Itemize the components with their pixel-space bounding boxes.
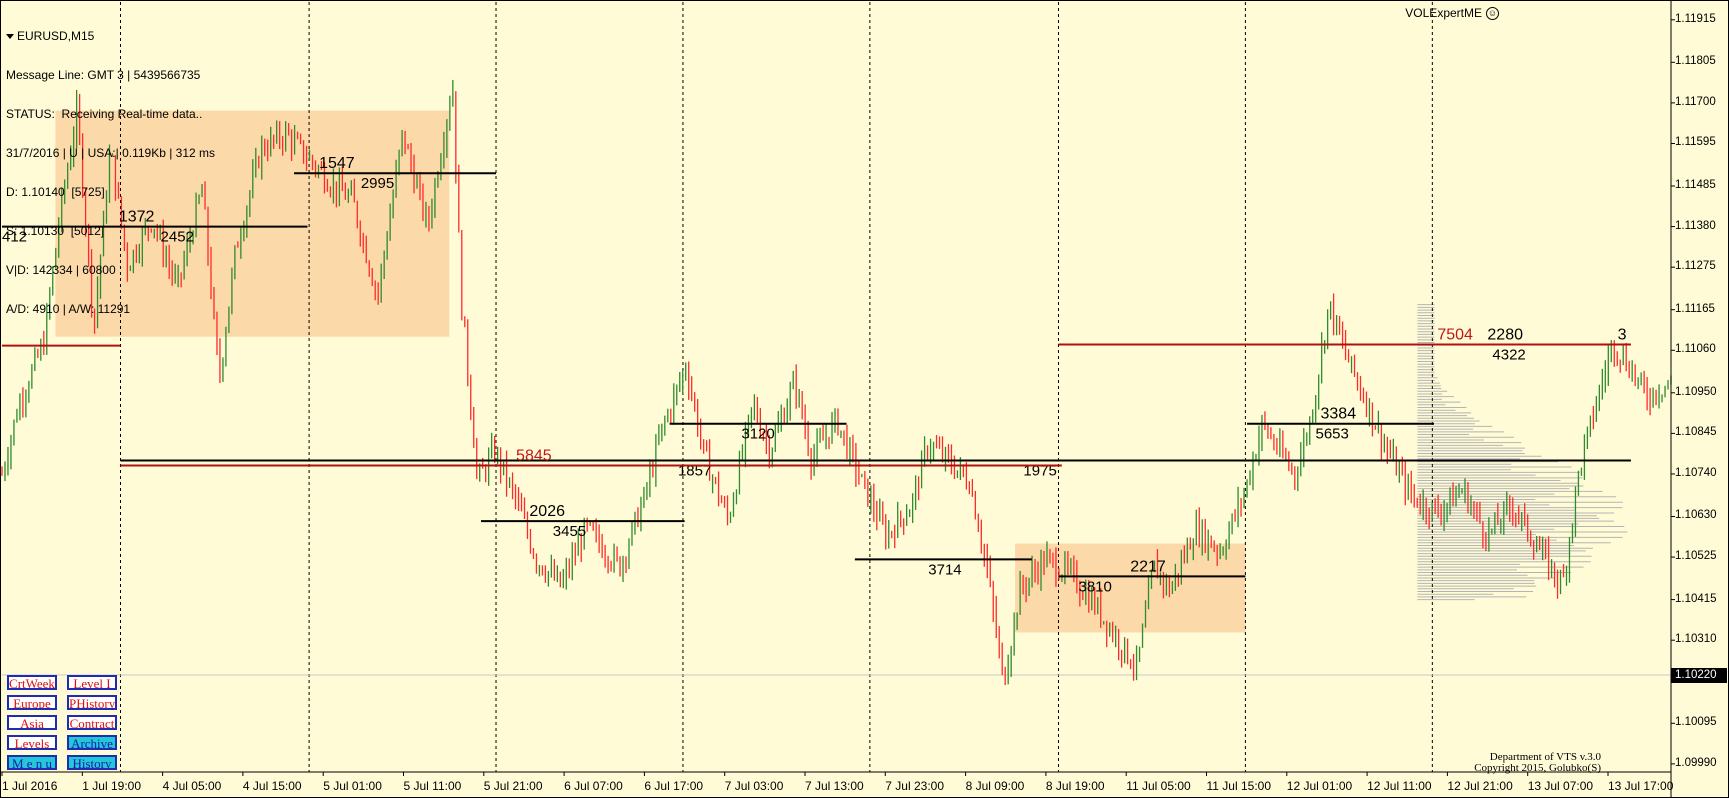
level-label: 2995 bbox=[361, 175, 394, 192]
x-tick-label: 8 Jul 19:00 bbox=[1045, 779, 1105, 793]
y-tick-label: 1.11805 bbox=[1675, 55, 1716, 68]
info-line-message: Message Line: GMT 3 | 5439566735 bbox=[6, 68, 201, 82]
levels-button[interactable]: Levels bbox=[7, 735, 57, 750]
x-tick-label: 11 Jul 05:00 bbox=[1126, 779, 1191, 793]
x-tick-label: 4 Jul 05:00 bbox=[162, 779, 222, 793]
level-label: 3120 bbox=[741, 426, 774, 443]
y-tick-label: 1.11485 bbox=[1675, 178, 1716, 191]
x-tick-label: 6 Jul 17:00 bbox=[644, 779, 704, 793]
smiley-icon: ☺ bbox=[1486, 7, 1499, 21]
y-tick-label: 1.11700 bbox=[1675, 95, 1716, 108]
x-tick-label: 12 Jul 01:00 bbox=[1286, 779, 1353, 793]
x-tick-label: 12 Jul 11:00 bbox=[1367, 779, 1432, 793]
level-label: 1372 bbox=[119, 209, 155, 226]
y-tick-label: 1.10950 bbox=[1675, 385, 1717, 398]
current-price-marker: 1.10220 bbox=[1671, 667, 1727, 683]
level-label: 3455 bbox=[553, 523, 586, 540]
x-tick-label: 5 Jul 01:00 bbox=[323, 779, 382, 793]
asia-button[interactable]: Asia bbox=[7, 715, 57, 730]
level-label: 412 bbox=[2, 229, 27, 246]
info-line-s: S: 1.10130 [5012] bbox=[6, 224, 105, 238]
info-line-date: 31/7/2016 | U | USA:| 0.119Kb | 312 ms bbox=[6, 146, 216, 160]
y-tick-label: 1.10630 bbox=[1675, 509, 1717, 522]
level-label: 5845 bbox=[516, 447, 552, 464]
level-label: 1975 bbox=[1023, 462, 1056, 479]
level-label: 2452 bbox=[161, 229, 194, 246]
y-tick-label: 1.10845 bbox=[1675, 426, 1717, 439]
info-line-ad: A/D: 4910 | A/W: 11291 bbox=[6, 302, 131, 316]
x-tick-label: 8 Jul 09:00 bbox=[965, 779, 1025, 793]
x-tick-label: 7 Jul 23:00 bbox=[885, 779, 945, 793]
x-tick-label: 4 Jul 15:00 bbox=[242, 779, 302, 793]
symbol-title-text: EURUSD,M15 bbox=[17, 29, 95, 43]
y-tick-label: 1.10415 bbox=[1675, 592, 1717, 605]
x-tick-label: 7 Jul 13:00 bbox=[805, 779, 864, 793]
y-tick-label: 1.10310 bbox=[1675, 633, 1717, 646]
history-button[interactable]: History bbox=[67, 755, 117, 770]
x-tick-label: 11 Jul 15:00 bbox=[1206, 779, 1272, 793]
crtweek-button[interactable]: CrtWeek bbox=[7, 675, 57, 690]
y-tick-label: 1.10525 bbox=[1675, 550, 1717, 563]
level-label: 3 bbox=[1618, 326, 1627, 343]
x-tick-label: 5 Jul 11:00 bbox=[403, 779, 462, 793]
level-label: 4322 bbox=[1492, 346, 1525, 363]
menu-button[interactable]: M e n u bbox=[7, 755, 57, 770]
info-panel: EURUSD,M15 Message Line: GMT 3 | 5439566… bbox=[6, 4, 215, 342]
europe-button[interactable]: Europe bbox=[7, 695, 57, 710]
level-label: 1857 bbox=[678, 462, 711, 479]
level-label: 2217 bbox=[1130, 558, 1166, 575]
y-tick-label: 1.11060 bbox=[1675, 343, 1716, 356]
x-tick-label: 13 Jul 07:00 bbox=[1527, 779, 1594, 793]
brand-label: VOLExpertME ☺ bbox=[1405, 6, 1499, 21]
y-tick-label: 1.11165 bbox=[1675, 302, 1715, 315]
brand-text: VOLExpertME bbox=[1405, 6, 1482, 20]
y-tick-label: 1.11595 bbox=[1675, 136, 1716, 149]
level-label: 2280 bbox=[1487, 326, 1523, 343]
copyright-notice: Department of VTS v.3.0 Copyright 2015, … bbox=[1474, 752, 1601, 774]
level-label: 3714 bbox=[928, 561, 961, 578]
chevron-down-icon[interactable] bbox=[6, 34, 14, 40]
copyright-line-1: Department of VTS v.3.0 bbox=[1489, 751, 1601, 763]
x-tick-label: 1 Jul 2016 bbox=[2, 779, 58, 793]
x-tick-label: 7 Jul 03:00 bbox=[724, 779, 784, 793]
info-line-vd: V|D: 142334 | 60800 bbox=[6, 263, 116, 277]
info-line-status: STATUS: Receiving Real-time data.. bbox=[6, 107, 203, 121]
x-tick-label: 1 Jul 19:00 bbox=[82, 779, 142, 793]
level-label: 3810 bbox=[1079, 578, 1112, 595]
level-label: 3384 bbox=[1321, 406, 1357, 423]
contract-button[interactable]: Contract bbox=[67, 715, 117, 730]
level-label: 7504 bbox=[1437, 326, 1473, 343]
x-tick-label: 13 Jul 17:00 bbox=[1608, 779, 1674, 793]
y-tick-label: 1.11275 bbox=[1675, 260, 1716, 273]
level-label: 1547 bbox=[319, 155, 355, 172]
symbol-title: EURUSD,M15 bbox=[6, 30, 215, 43]
x-tick-label: 12 Jul 21:00 bbox=[1447, 779, 1513, 793]
x-tick-label: 6 Jul 07:00 bbox=[564, 779, 623, 793]
phistory-button[interactable]: PHistory bbox=[67, 695, 117, 710]
y-tick-label: 1.11915 bbox=[1675, 12, 1716, 25]
copyright-line-2: Copyright 2015, Golubko(S) bbox=[1474, 762, 1601, 774]
y-tick-label: 1.10740 bbox=[1675, 466, 1717, 479]
x-tick-label: 5 Jul 21:00 bbox=[483, 779, 543, 793]
y-tick-label: 1.09990 bbox=[1675, 756, 1717, 769]
archive-button[interactable]: Archive bbox=[67, 735, 117, 750]
y-tick-label: 1.11380 bbox=[1675, 219, 1716, 232]
info-line-d: D: 1.10140 [5725] bbox=[6, 185, 105, 199]
level-label: 2026 bbox=[529, 503, 565, 520]
level-label: 5653 bbox=[1316, 426, 1349, 443]
y-tick-label: 1.10095 bbox=[1675, 716, 1717, 729]
level-i-button[interactable]: Level I bbox=[67, 675, 117, 690]
